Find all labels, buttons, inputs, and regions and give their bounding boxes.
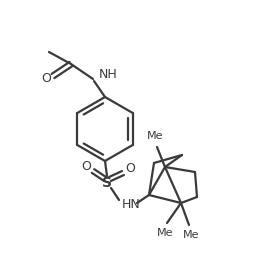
Text: HN: HN (122, 198, 141, 210)
Text: Me: Me (157, 228, 173, 238)
Text: O: O (125, 162, 135, 174)
Text: Me: Me (183, 230, 199, 240)
Text: NH: NH (99, 69, 118, 81)
Text: O: O (41, 71, 51, 85)
Text: O: O (81, 160, 91, 172)
Text: Me: Me (147, 131, 163, 141)
Text: S: S (102, 176, 112, 190)
